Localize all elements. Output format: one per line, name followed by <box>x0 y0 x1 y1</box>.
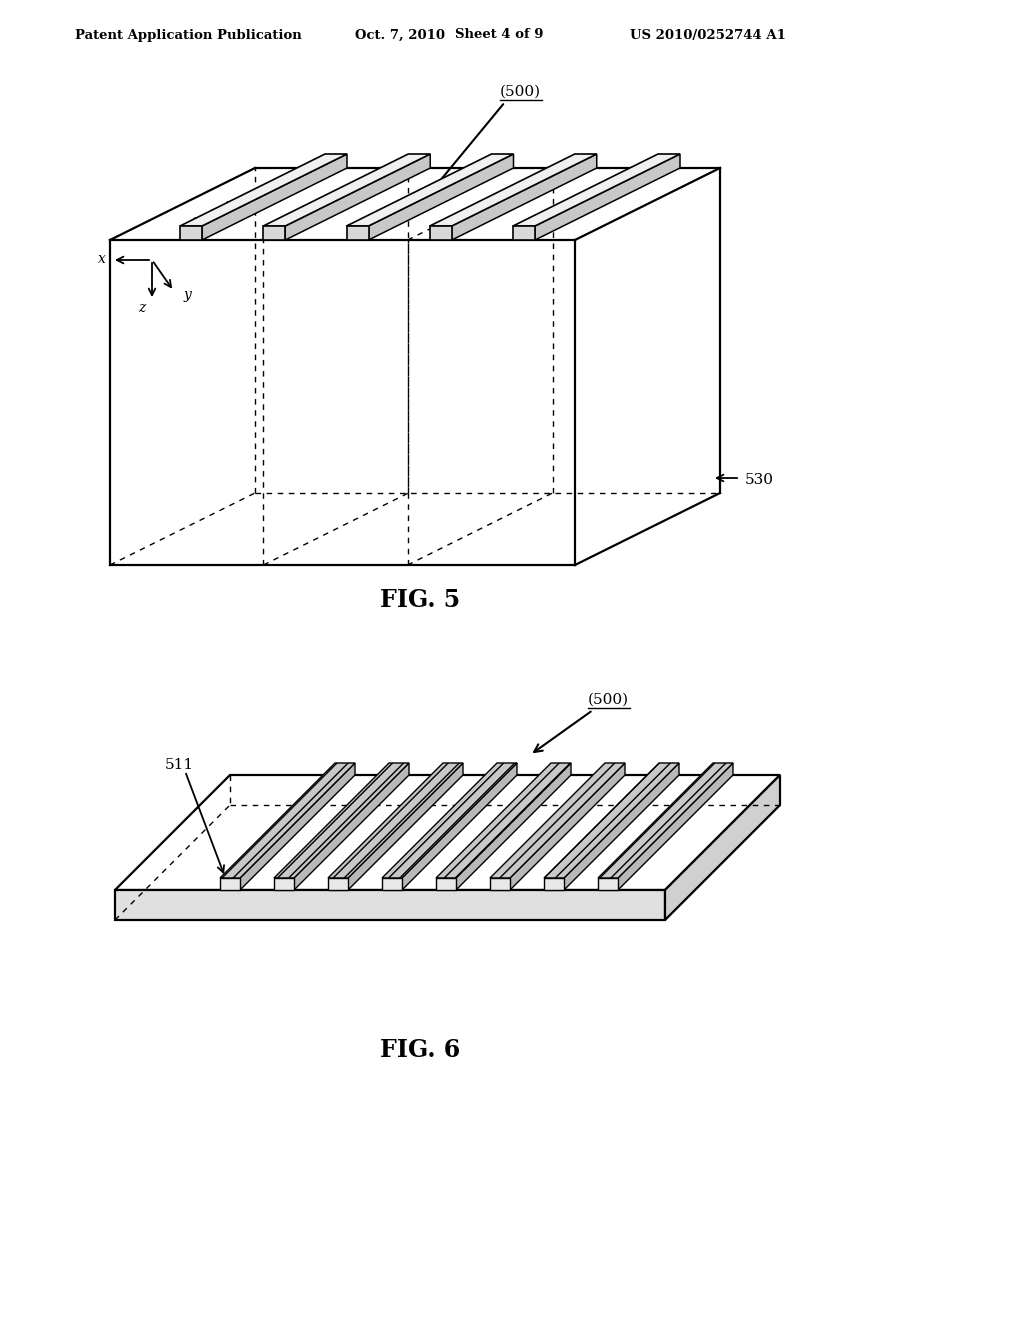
Polygon shape <box>202 154 347 240</box>
Polygon shape <box>220 763 355 878</box>
Polygon shape <box>665 775 780 920</box>
Polygon shape <box>490 878 510 890</box>
Text: (500): (500) <box>500 84 541 99</box>
Polygon shape <box>510 763 625 890</box>
Text: Oct. 7, 2010: Oct. 7, 2010 <box>355 29 445 41</box>
Polygon shape <box>430 154 597 226</box>
Polygon shape <box>544 763 679 878</box>
Text: US 2010/0252744 A1: US 2010/0252744 A1 <box>630 29 785 41</box>
Text: 511: 511 <box>165 758 195 772</box>
Polygon shape <box>564 763 679 890</box>
Text: (500): (500) <box>588 693 629 708</box>
Polygon shape <box>456 763 571 890</box>
Polygon shape <box>115 890 665 920</box>
Polygon shape <box>328 878 348 890</box>
Polygon shape <box>513 154 680 226</box>
Polygon shape <box>490 763 625 878</box>
Text: y: y <box>183 288 191 302</box>
Polygon shape <box>180 226 202 240</box>
Polygon shape <box>274 878 294 890</box>
Text: z: z <box>138 301 145 315</box>
Polygon shape <box>452 154 597 240</box>
Polygon shape <box>346 154 513 226</box>
Polygon shape <box>618 763 733 890</box>
Polygon shape <box>513 226 535 240</box>
Polygon shape <box>436 763 571 878</box>
Text: FIG. 6: FIG. 6 <box>380 1038 460 1063</box>
Polygon shape <box>402 763 517 890</box>
Text: 525: 525 <box>225 201 254 215</box>
Polygon shape <box>286 154 430 240</box>
Polygon shape <box>346 226 369 240</box>
Polygon shape <box>535 154 680 240</box>
Text: FIG. 5: FIG. 5 <box>380 587 460 612</box>
Polygon shape <box>430 226 452 240</box>
Polygon shape <box>369 154 513 240</box>
Polygon shape <box>263 154 430 226</box>
Polygon shape <box>274 763 409 878</box>
Polygon shape <box>598 878 618 890</box>
Text: x: x <box>98 252 105 267</box>
Text: Patent Application Publication: Patent Application Publication <box>75 29 302 41</box>
Polygon shape <box>263 226 286 240</box>
Polygon shape <box>382 763 517 878</box>
Polygon shape <box>348 763 463 890</box>
Text: Sheet 4 of 9: Sheet 4 of 9 <box>455 29 544 41</box>
Polygon shape <box>294 763 409 890</box>
Polygon shape <box>598 763 733 878</box>
Polygon shape <box>544 878 564 890</box>
Polygon shape <box>436 878 456 890</box>
Polygon shape <box>115 775 780 890</box>
Polygon shape <box>240 763 355 890</box>
Polygon shape <box>180 154 347 226</box>
Polygon shape <box>328 763 463 878</box>
Text: 530: 530 <box>745 473 774 487</box>
Polygon shape <box>382 878 402 890</box>
Polygon shape <box>220 878 240 890</box>
